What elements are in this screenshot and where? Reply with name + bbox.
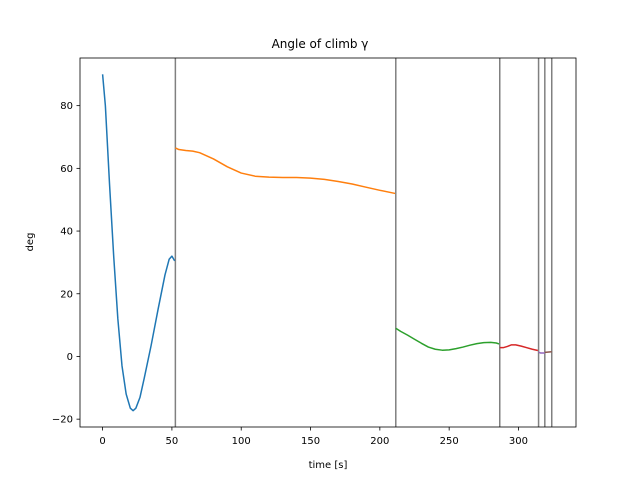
chart-title: Angle of climb γ xyxy=(272,37,369,51)
series-line-3 xyxy=(395,327,500,351)
x-tick-label: 150 xyxy=(301,436,320,447)
x-tick-label: 100 xyxy=(232,436,251,447)
series-layer xyxy=(101,74,552,412)
series-line-6 xyxy=(544,351,552,354)
series-line-5 xyxy=(538,351,545,354)
x-tick-label: 50 xyxy=(166,436,179,447)
y-axis-label: deg xyxy=(25,233,36,252)
series-line-1 xyxy=(101,74,176,412)
y-tick-label: 60 xyxy=(60,164,73,175)
series-line-4 xyxy=(499,344,539,352)
y-tick-label: 80 xyxy=(60,101,73,112)
y-axis: −20 0 20 40 60 80 xyxy=(52,101,80,426)
y-tick-label: −20 xyxy=(52,415,73,426)
x-axis: 0 50 100 150 200 250 300 xyxy=(99,427,528,447)
plot-frame xyxy=(79,57,577,428)
x-tick-label: 300 xyxy=(509,436,528,447)
phase-boundaries xyxy=(174,58,553,427)
x-tick-label: 200 xyxy=(370,436,389,447)
y-tick-label: 40 xyxy=(60,227,73,238)
series-line-2 xyxy=(175,147,396,195)
x-tick-label: 0 xyxy=(99,436,105,447)
y-tick-label: 20 xyxy=(60,289,73,300)
x-axis-label: time [s] xyxy=(309,460,348,471)
x-tick-label: 250 xyxy=(440,436,459,447)
y-tick-label: 0 xyxy=(67,352,73,363)
